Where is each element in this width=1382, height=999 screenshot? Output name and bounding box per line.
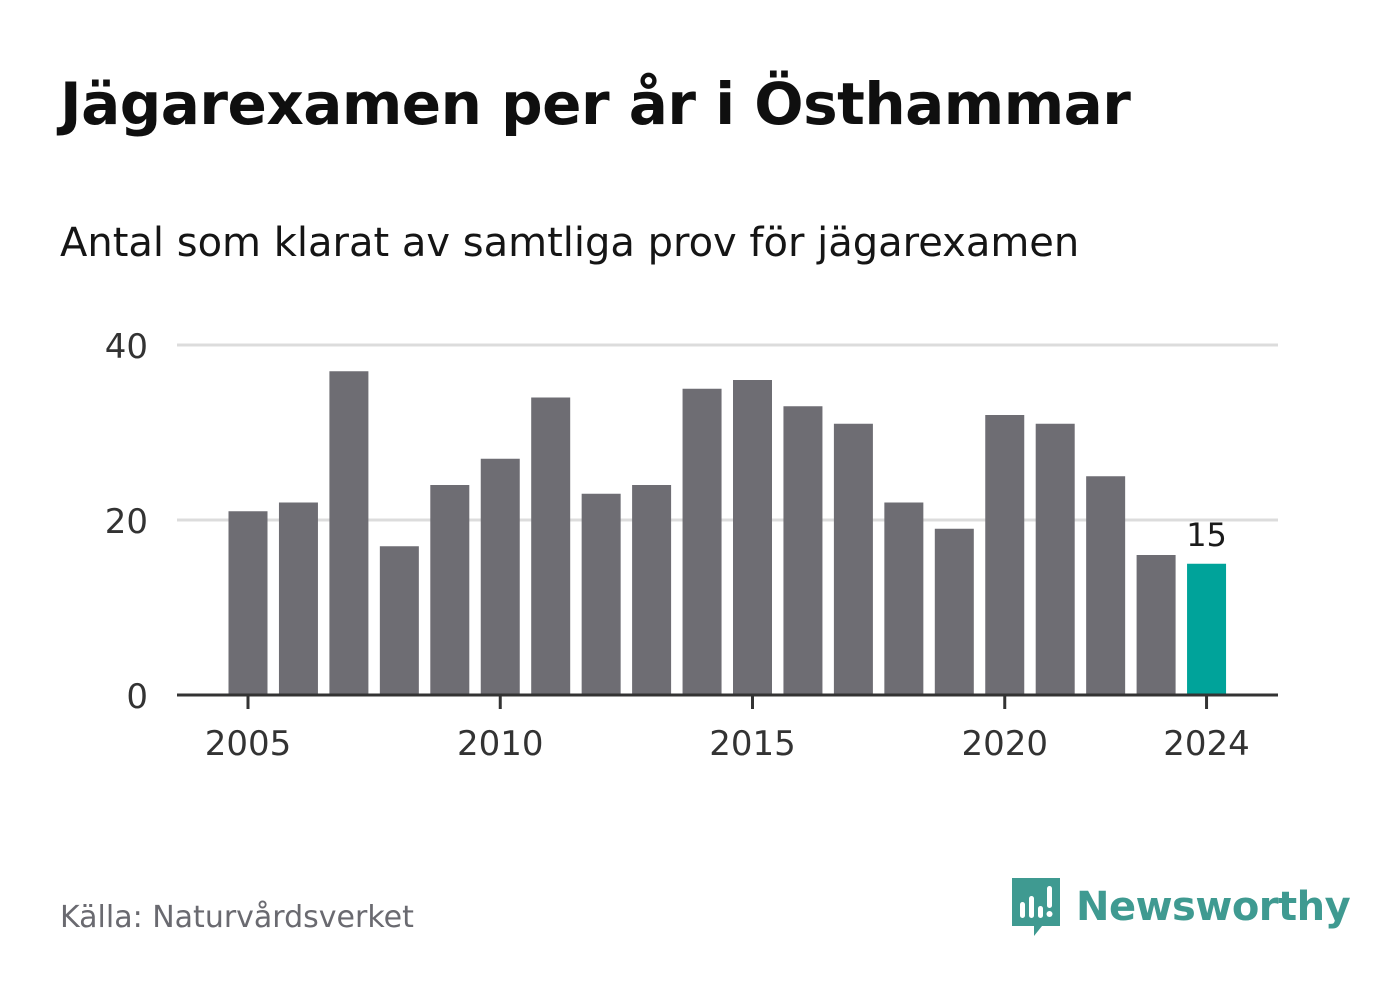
chart-subtitle: Antal som klarat av samtliga prov för jä… <box>60 220 1080 266</box>
data-label: 15 <box>1186 516 1227 554</box>
bar <box>985 415 1025 695</box>
bar-chart: 0 20 40 15 2005 2010 2015 2020 2024 <box>105 327 1278 764</box>
bar <box>1136 555 1176 695</box>
x-tick-label: 2005 <box>205 724 292 764</box>
bar <box>884 502 924 695</box>
brand: Newsworthy <box>1010 876 1351 938</box>
bar <box>228 511 268 695</box>
bar <box>379 546 419 695</box>
brand-name: Newsworthy <box>1076 884 1351 930</box>
bar <box>430 485 470 695</box>
bar <box>480 458 520 695</box>
chart-title: Jägarexamen per år i Östhammar <box>60 70 1131 138</box>
bar <box>531 397 571 695</box>
y-tick-label: 0 <box>126 677 148 717</box>
x-tick-label: 2024 <box>1163 724 1250 764</box>
bar <box>1086 476 1126 695</box>
bar <box>278 502 318 695</box>
x-tick-label: 2010 <box>457 724 544 764</box>
bar <box>1187 563 1227 695</box>
bar <box>733 380 772 695</box>
x-tick-label: 2020 <box>961 724 1048 764</box>
bar <box>329 371 369 695</box>
bar <box>632 485 672 695</box>
source-note: Källa: Naturvårdsverket <box>60 900 414 935</box>
bar <box>581 493 621 695</box>
bar <box>1035 423 1075 695</box>
newsworthy-logo-icon <box>1012 878 1060 936</box>
bar <box>833 423 873 695</box>
bar <box>783 406 823 695</box>
y-tick-label: 20 <box>105 502 148 542</box>
bar <box>934 528 974 695</box>
bar <box>682 388 722 695</box>
y-tick-label: 40 <box>105 327 148 367</box>
x-tick-label: 2015 <box>709 724 796 764</box>
